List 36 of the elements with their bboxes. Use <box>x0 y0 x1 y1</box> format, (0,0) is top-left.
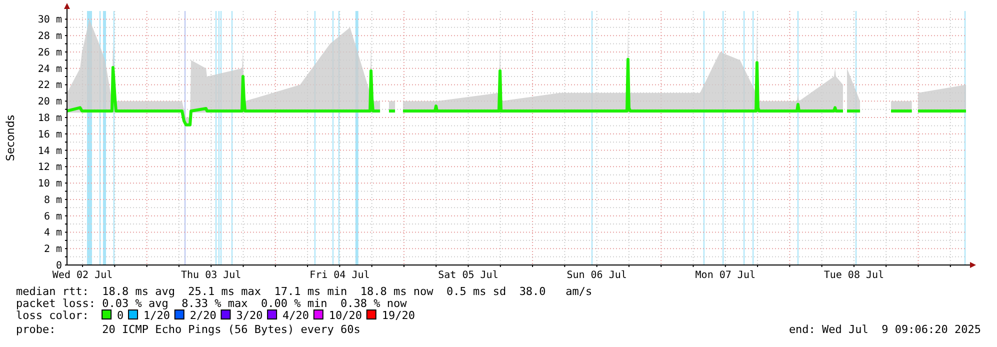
y-tick-label: 10 m <box>38 178 62 190</box>
x-tick-label: Wed 02 Jul <box>52 270 113 281</box>
x-tick-label: Tue 08 Jul <box>824 270 884 281</box>
y-tick-label: 16 m <box>38 129 62 140</box>
y-tick-label: 22 m <box>38 80 62 92</box>
x-tick-label: Thu 03 Jul <box>181 270 242 281</box>
legend-label: 2/20 <box>190 309 216 322</box>
x-tick-label: Sun 06 Jul <box>566 270 627 281</box>
legend-label: 10/20 <box>328 309 362 322</box>
x-tick-label: Mon 07 Jul <box>695 270 756 281</box>
y-tick-label: 12 m <box>38 162 62 174</box>
y-tick-label: 18 m <box>38 113 62 124</box>
y-tick-label: 20 m <box>38 96 62 108</box>
text: packet loss: 0.03 % avg 8.33 % max 0.00 % min 0.38 % now <box>16 297 408 310</box>
text: probe: 20 ICMP Echo Pings (56 Bytes) every 60s <box>16 323 360 336</box>
y-tick-label: 2 m <box>44 244 62 256</box>
y-tick-label: 8 m <box>44 194 62 206</box>
legend-label: 3/20 <box>236 309 263 322</box>
y-tick-label: 24 m <box>38 64 62 75</box>
text: end: Wed Jul 9 09:06:20 2025 <box>788 323 981 336</box>
y-tick-label: 4 m <box>44 228 62 239</box>
x-tick-label: Fri 04 Jul <box>310 270 370 281</box>
legend-label: 1/20 <box>144 309 170 322</box>
legend-label: 4/20 <box>282 309 310 322</box>
x-tick-label: Sat 05 Jul <box>438 270 498 281</box>
y-axis-title: Seconds <box>4 114 17 162</box>
y-tick-label: 28 m <box>38 31 62 42</box>
y-tick-label: 6 m <box>44 211 62 222</box>
y-tick-label: 26 m <box>38 47 62 58</box>
legend-title: loss color: <box>16 309 89 322</box>
text: median rtt: 18.8 ms avg 25.1 ms max 17.1 ms min 18.8 ms now 0.5 ms sd 38.0 am/s <box>16 285 592 298</box>
legend-label: 0 <box>117 309 124 322</box>
y-tick-label: 30 m <box>38 14 62 26</box>
y-tick-label: 14 m <box>38 146 62 157</box>
y-tick-label: 0 <box>56 260 62 272</box>
legend-label: 19/20 <box>382 309 415 322</box>
